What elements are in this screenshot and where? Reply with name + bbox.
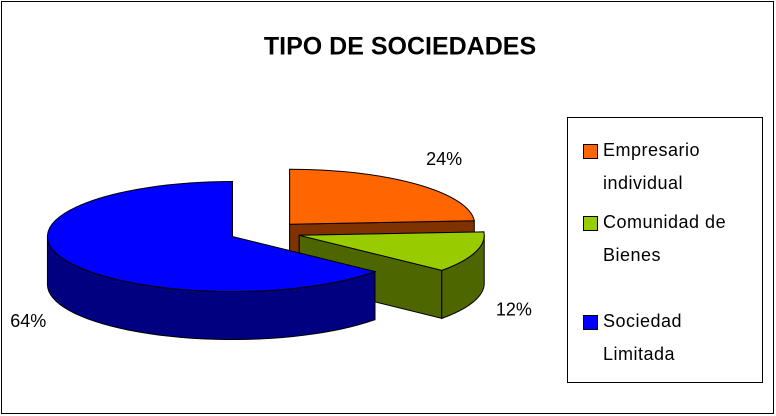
pie-slice xyxy=(299,231,485,271)
legend-label: Empresario individual xyxy=(603,140,701,193)
data-label: 12% xyxy=(496,299,532,319)
legend-swatch xyxy=(583,315,598,330)
legend-box xyxy=(567,117,763,383)
legend-label: Sociedad Limitada xyxy=(603,311,683,364)
legend-swatch xyxy=(583,144,598,159)
chart-title: TIPO DE SOCIEDADES xyxy=(264,33,536,61)
data-label: 64% xyxy=(10,311,46,331)
legend-label: Comunidad de Bienes xyxy=(603,212,727,265)
pie-slice xyxy=(289,168,475,225)
pie-slice xyxy=(46,181,377,293)
data-label: 24% xyxy=(426,149,462,169)
legend-swatch xyxy=(583,216,598,231)
pie-tops xyxy=(46,168,485,293)
